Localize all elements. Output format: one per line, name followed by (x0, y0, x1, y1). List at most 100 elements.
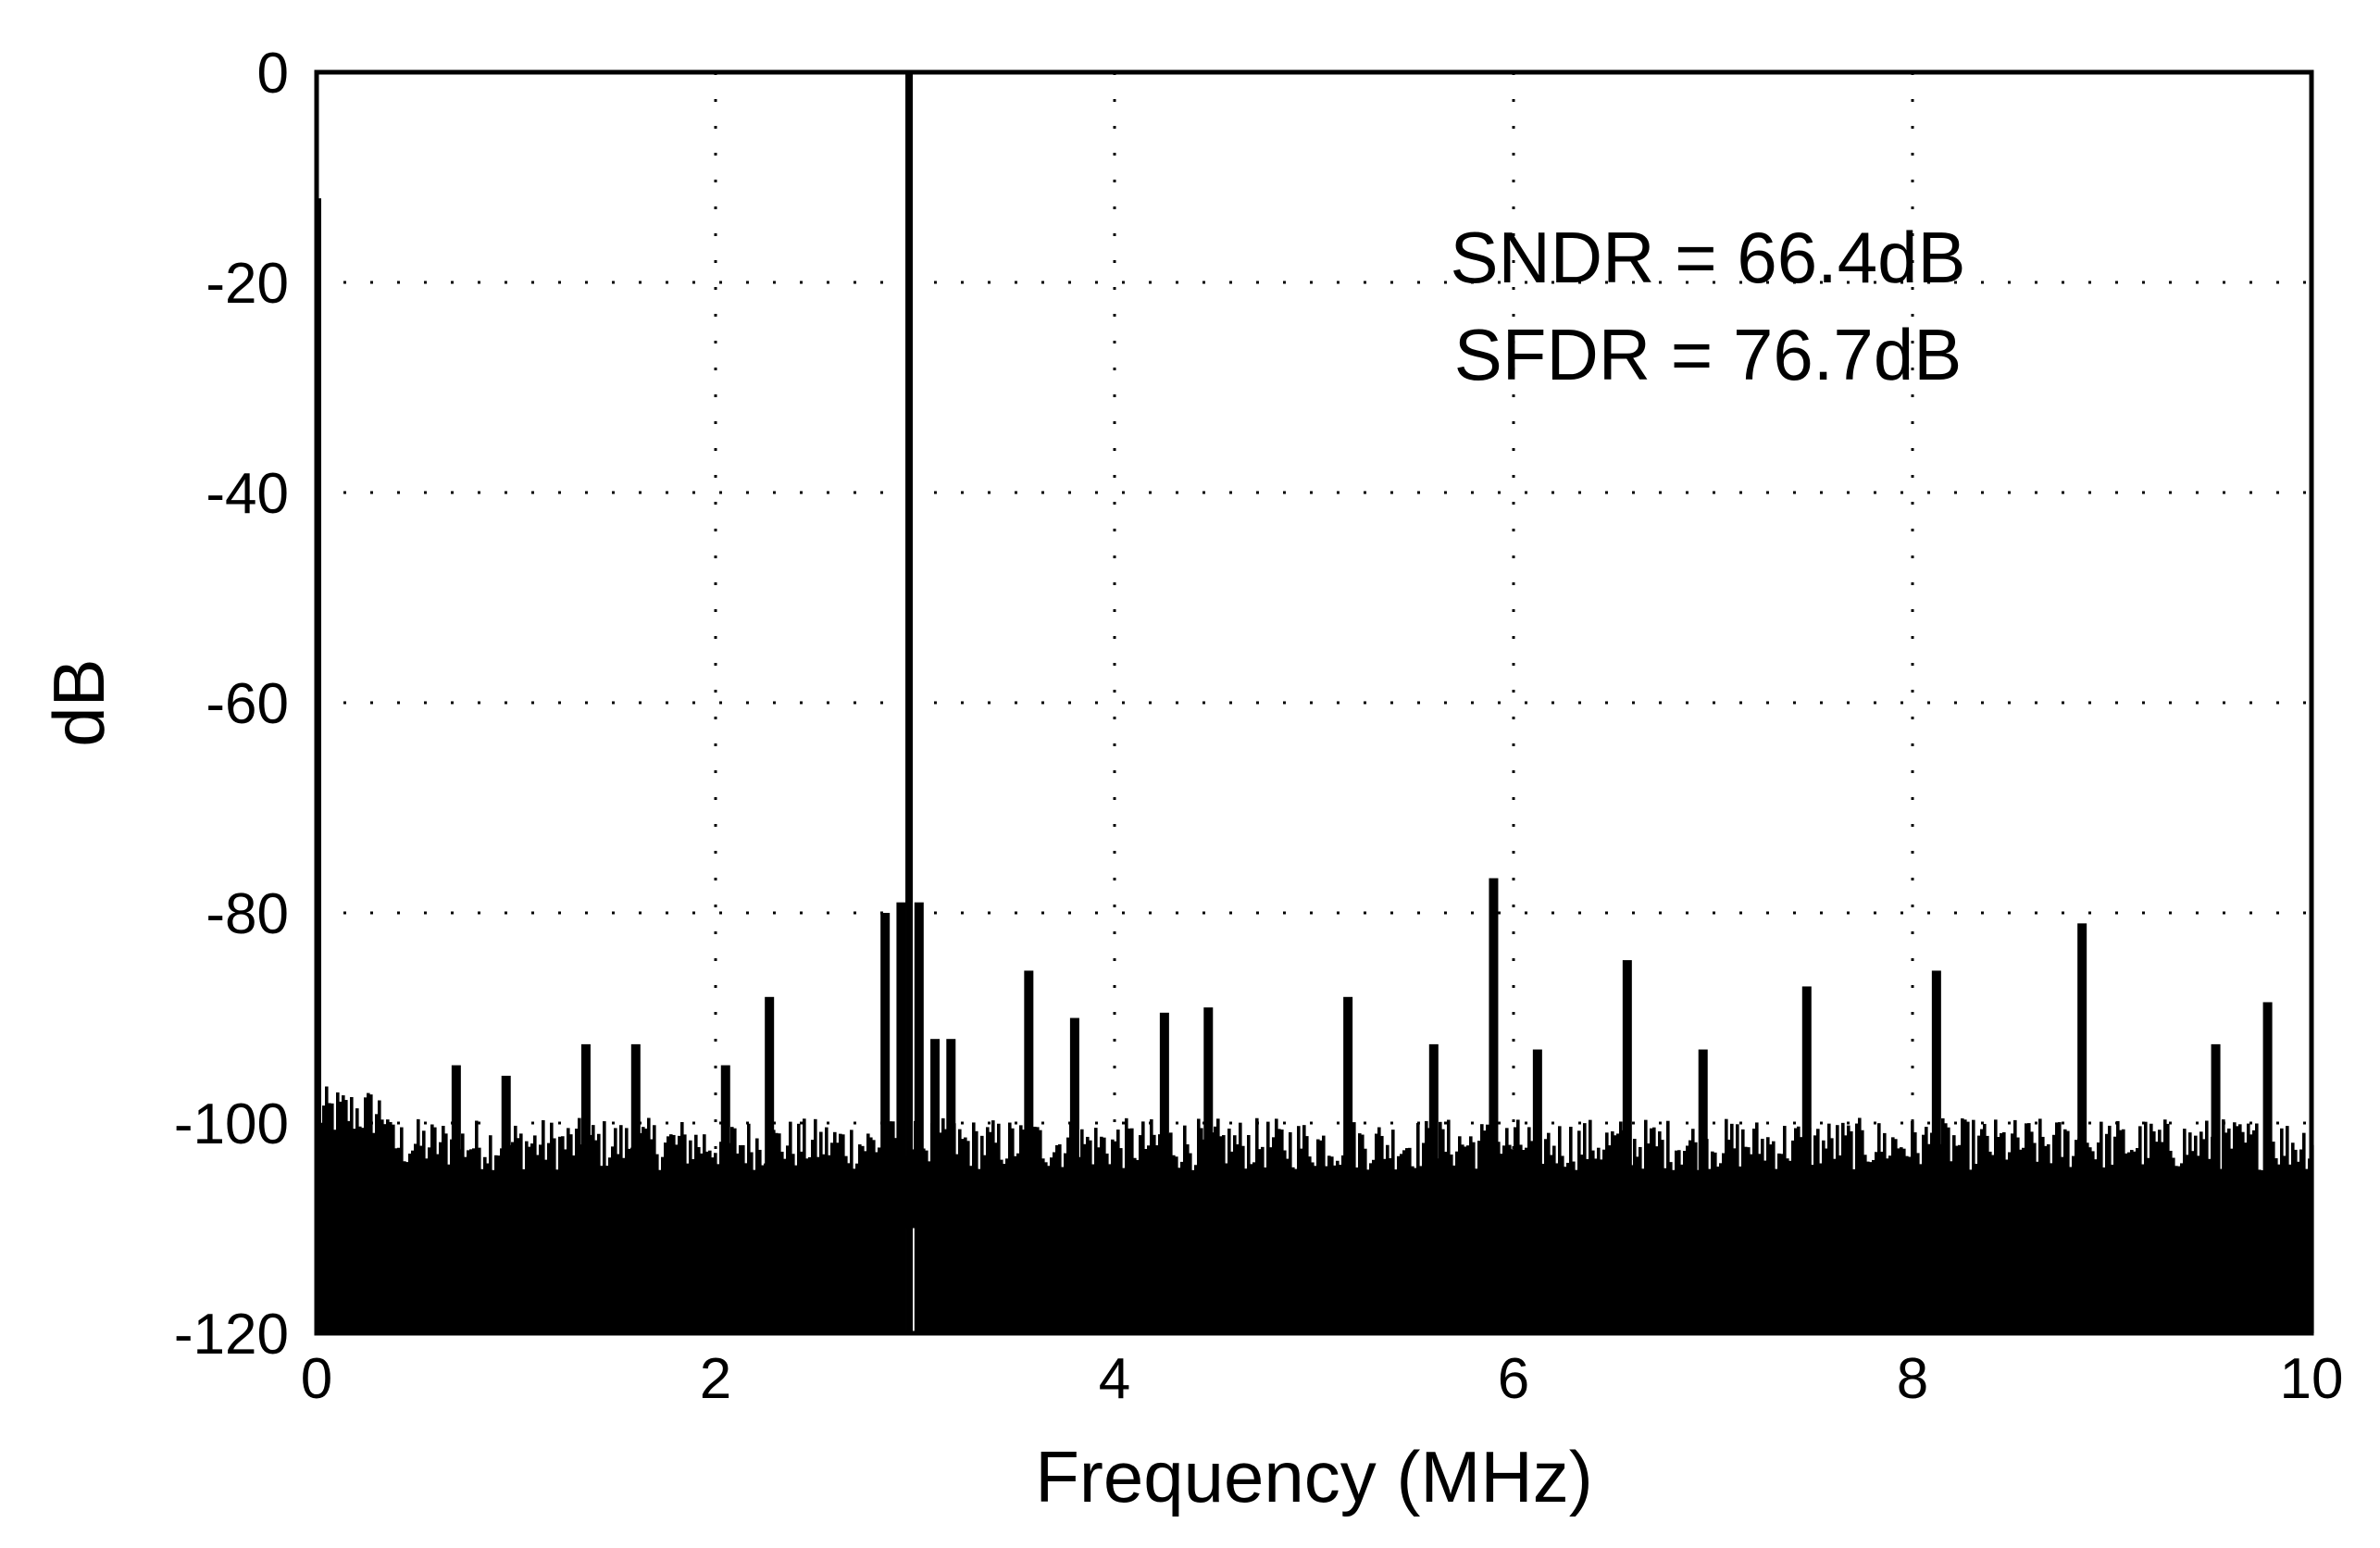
noise-bin (2000, 1132, 2003, 1333)
noise-bin (414, 1143, 417, 1333)
noise-bin (1838, 1155, 1842, 1333)
noise-bin (369, 1094, 373, 1333)
noise-bin (1041, 1158, 1045, 1333)
noise-bin (689, 1140, 692, 1333)
spur-bar (930, 1039, 941, 1333)
noise-bin (2100, 1121, 2103, 1333)
noise-bin (1961, 1117, 1964, 1333)
noise-bin (344, 1100, 348, 1333)
noise-bin (1444, 1152, 1448, 1333)
noise-bin (1611, 1131, 1614, 1333)
noise-bin (2277, 1164, 2281, 1333)
noise-bin (1497, 1142, 1501, 1333)
noise-bin (1530, 1141, 1534, 1333)
noise-bin (1214, 1126, 1217, 1333)
noise-bin (614, 1128, 617, 1333)
noise-bin (2249, 1134, 2253, 1333)
noise-bin (1922, 1134, 1925, 1333)
noise-bin (1405, 1148, 1409, 1333)
noise-bin (1713, 1152, 1717, 1333)
noise-bin (355, 1108, 359, 1333)
y-tick-label: 0 (257, 42, 289, 106)
noise-bin (2166, 1123, 2170, 1333)
noise-bin (1003, 1164, 1006, 1333)
noise-bin (1169, 1132, 1173, 1333)
noise-bin (1988, 1151, 1992, 1333)
noise-bin (866, 1133, 870, 1333)
noise-bin (1863, 1155, 1867, 1333)
noise-bin (1291, 1167, 1295, 1333)
sndr-annotation: SNDR = 66.4dB (1450, 217, 1965, 298)
noise-bin (1502, 1145, 1506, 1333)
noise-bin (608, 1157, 612, 1333)
noise-bin (2241, 1131, 2245, 1333)
noise-bin (1389, 1157, 1392, 1333)
noise-bin (791, 1154, 795, 1333)
noise-bin (1722, 1153, 1726, 1333)
noise-bin (1128, 1128, 1131, 1333)
noise-bin (330, 1103, 334, 1333)
noise-bin (972, 1122, 976, 1333)
noise-bin (2008, 1152, 2012, 1333)
noise-bin (994, 1142, 998, 1333)
spur-bar (2077, 923, 2087, 1333)
noise-bin (2233, 1122, 2237, 1333)
noise-bin (367, 1092, 370, 1333)
noise-bin (2169, 1150, 2173, 1333)
noise-bin (1239, 1122, 1242, 1333)
noise-bin (1983, 1123, 1987, 1333)
noise-bin (1769, 1144, 1773, 1333)
noise-bin (1861, 1130, 1864, 1333)
noise-bin (1066, 1137, 1070, 1333)
noise-bin (928, 1161, 931, 1333)
noise-bin (683, 1134, 687, 1333)
noise-bin (2086, 1142, 2089, 1333)
noise-bin (403, 1161, 406, 1333)
noise-bin (1736, 1124, 1739, 1333)
noise-bin (1466, 1145, 1470, 1333)
noise-bin (833, 1131, 837, 1333)
noise-bin (1114, 1141, 1117, 1333)
noise-bin (1794, 1128, 1798, 1333)
noise-bin (669, 1134, 673, 1333)
noise-bin (850, 1130, 854, 1333)
noise-bin (1186, 1144, 1190, 1333)
noise-bin (625, 1128, 629, 1333)
noise-bin (1958, 1144, 1962, 1333)
noise-bin (325, 1086, 329, 1333)
noise-bin (1614, 1135, 1617, 1333)
noise-bin (1464, 1146, 1467, 1333)
noise-bin (1555, 1163, 1559, 1333)
noise-bin (1083, 1143, 1087, 1333)
noise-bin (1455, 1151, 1459, 1333)
noise-bin (1361, 1134, 1364, 1333)
noise-bin (1916, 1153, 1920, 1333)
y-tick-label: -100 (174, 1092, 289, 1156)
noise-bin (1194, 1165, 1198, 1333)
noise-bin (1900, 1147, 1903, 1333)
noise-bin (741, 1144, 745, 1333)
noise-bin (2149, 1123, 2153, 1333)
noise-bin (1597, 1147, 1601, 1333)
noise-bin (816, 1156, 820, 1333)
noise-bin (364, 1097, 368, 1333)
noise-bin (1813, 1135, 1817, 1333)
noise-bin (1319, 1140, 1323, 1333)
noise-bin (1286, 1158, 1290, 1333)
noise-bin (2161, 1142, 2164, 1333)
noise-bin (1391, 1130, 1395, 1333)
noise-bin (814, 1118, 817, 1333)
noise-bin (811, 1140, 815, 1333)
noise-bin (700, 1153, 704, 1333)
noise-bin (1761, 1138, 1764, 1333)
noise-bin (467, 1150, 470, 1333)
noise-bin (1580, 1155, 1584, 1333)
noise-bin (653, 1125, 656, 1333)
noise-bin (1364, 1148, 1367, 1333)
noise-bin (778, 1133, 781, 1333)
noise-bin (1775, 1168, 1778, 1333)
noise-bin (2002, 1131, 2006, 1333)
noise-bin (1541, 1164, 1545, 1333)
noise-bin (2294, 1149, 2298, 1333)
noise-bin (1258, 1149, 1262, 1333)
